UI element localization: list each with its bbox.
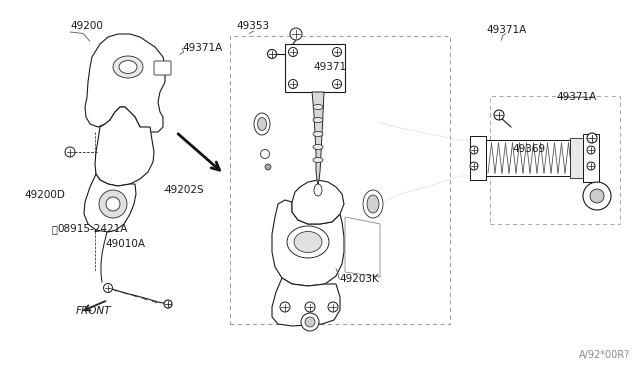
Ellipse shape (254, 113, 270, 135)
Text: 49353: 49353 (237, 21, 270, 31)
Ellipse shape (119, 61, 137, 74)
Ellipse shape (113, 56, 143, 78)
Text: 49203K: 49203K (339, 274, 379, 284)
Ellipse shape (313, 131, 323, 137)
Text: FRONT: FRONT (76, 306, 111, 315)
Ellipse shape (313, 144, 323, 150)
FancyBboxPatch shape (154, 61, 171, 75)
Circle shape (289, 80, 298, 89)
Text: 49010A: 49010A (106, 239, 146, 248)
Polygon shape (84, 174, 136, 232)
Ellipse shape (294, 231, 322, 253)
Circle shape (280, 302, 290, 312)
Ellipse shape (257, 118, 266, 131)
Polygon shape (292, 180, 344, 224)
Text: 49202S: 49202S (164, 185, 204, 195)
Circle shape (260, 150, 269, 158)
Ellipse shape (313, 105, 323, 109)
Polygon shape (85, 34, 165, 132)
Circle shape (470, 146, 478, 154)
Bar (570, 138, 584, 178)
Text: Ⓜ: Ⓜ (52, 224, 58, 234)
Polygon shape (272, 200, 344, 286)
Bar (583, 134, 599, 182)
Polygon shape (272, 278, 340, 326)
Text: 49371A: 49371A (182, 44, 223, 53)
Circle shape (494, 110, 504, 120)
Ellipse shape (314, 184, 322, 196)
Circle shape (583, 182, 611, 210)
Circle shape (305, 302, 315, 312)
Text: 49371: 49371 (314, 62, 347, 72)
Polygon shape (312, 92, 324, 187)
Circle shape (328, 302, 338, 312)
Bar (285, 44, 345, 92)
Bar (484, 140, 570, 176)
Polygon shape (95, 107, 154, 186)
Circle shape (106, 197, 120, 211)
Ellipse shape (287, 226, 329, 258)
Text: 49371A: 49371A (557, 92, 597, 102)
Circle shape (587, 162, 595, 170)
Circle shape (164, 300, 172, 308)
Text: 49371A: 49371A (486, 25, 527, 35)
Circle shape (289, 48, 298, 57)
Ellipse shape (363, 190, 383, 218)
Circle shape (99, 190, 127, 218)
Circle shape (333, 48, 342, 57)
Ellipse shape (367, 195, 379, 213)
Circle shape (65, 147, 75, 157)
Circle shape (587, 146, 595, 154)
Circle shape (268, 49, 276, 58)
Text: 49369: 49369 (512, 144, 545, 154)
Ellipse shape (313, 157, 323, 163)
Bar (490, 96, 620, 224)
Text: A/92*00R?: A/92*00R? (579, 350, 630, 360)
Ellipse shape (313, 118, 323, 122)
Circle shape (470, 162, 478, 170)
Text: 49200D: 49200D (24, 190, 65, 200)
Text: 08915-2421A: 08915-2421A (58, 224, 128, 234)
Circle shape (104, 283, 113, 292)
Circle shape (265, 164, 271, 170)
Text: 49200: 49200 (70, 21, 103, 31)
Circle shape (290, 28, 302, 40)
Circle shape (587, 133, 597, 143)
Bar (470, 136, 486, 180)
Circle shape (301, 313, 319, 331)
Circle shape (333, 80, 342, 89)
Circle shape (305, 317, 315, 327)
Bar (230, 36, 450, 324)
Circle shape (590, 189, 604, 203)
